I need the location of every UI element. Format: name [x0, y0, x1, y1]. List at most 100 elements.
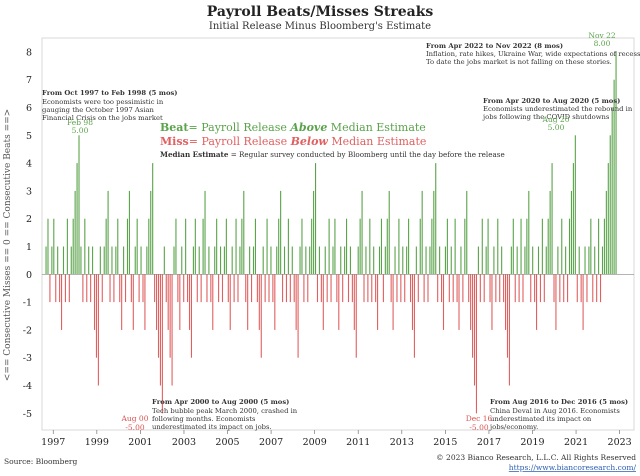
beat-bar: [202, 218, 204, 275]
miss-bar: [264, 274, 266, 303]
miss-bar: [367, 274, 369, 303]
beat-bar: [346, 218, 348, 275]
miss-bar: [411, 274, 414, 330]
beat-bar: [344, 246, 346, 275]
miss-bar: [260, 274, 262, 358]
beat-bar: [216, 218, 218, 275]
marker-aug20-value: 5.00: [548, 123, 565, 132]
beat-bar: [45, 246, 47, 275]
miss-bar: [322, 274, 324, 330]
miss-bar: [187, 274, 189, 303]
y-tick-label: 2: [26, 214, 32, 225]
annotation-1998: From Oct 1997 to Feb 1998 (5 mos) Econom…: [42, 89, 178, 135]
beat-bar: [386, 218, 388, 275]
beat-bar: [547, 218, 549, 275]
miss-bar: [522, 274, 524, 303]
beat-bar: [231, 246, 233, 275]
miss-bar: [353, 274, 355, 330]
miss-bar: [55, 274, 57, 303]
annotation-2000-line1: Tech bubble peak March 2000, crashed in: [152, 407, 298, 415]
legend-miss-word: Miss: [160, 135, 189, 148]
x-tick-label: 2001: [128, 437, 152, 448]
beat-bar: [439, 246, 441, 275]
beat-bar: [605, 190, 607, 275]
miss-bar: [330, 274, 332, 303]
miss-bar: [336, 274, 338, 303]
beat-bar: [249, 246, 251, 275]
beat-bar: [204, 190, 206, 275]
miss-bar: [109, 274, 111, 303]
miss-bar: [351, 274, 353, 303]
miss-bar: [218, 274, 220, 303]
miss-bar: [338, 274, 340, 330]
beat-bar: [359, 218, 361, 275]
beat-bar: [340, 246, 342, 275]
miss-bar: [61, 274, 63, 330]
beat-bar: [532, 246, 534, 275]
website-link[interactable]: https://www.biancoresearch.com/: [509, 463, 637, 472]
x-tick-label: 2013: [390, 437, 414, 448]
y-tick-label: 6: [26, 103, 32, 114]
miss-bar: [316, 274, 319, 303]
x-tick-label: 2023: [608, 437, 632, 448]
miss-bar: [101, 274, 103, 303]
miss-bar: [169, 274, 171, 358]
beat-bar: [402, 246, 404, 275]
beat-bar: [51, 246, 53, 275]
beat-bar: [57, 246, 59, 275]
miss-bar: [142, 274, 144, 303]
beat-bar: [565, 246, 567, 275]
legend-miss-tail: Median Estimate: [328, 135, 427, 148]
miss-bar: [508, 274, 510, 386]
beat-bar: [291, 246, 293, 275]
beat-bar: [450, 246, 452, 275]
beat-bar: [223, 246, 225, 275]
beat-bar: [406, 246, 408, 275]
beat-bar: [78, 135, 80, 275]
x-tick-label: 2019: [520, 437, 544, 448]
legend-beat-word: Beat: [160, 121, 189, 134]
beat-bar: [421, 190, 423, 275]
beat-bar: [117, 218, 119, 275]
miss-bar: [113, 274, 115, 303]
beat-bar: [487, 218, 489, 275]
miss-bar: [534, 274, 536, 303]
miss-bar: [462, 274, 464, 303]
annotation-2016-line3: jobs/economy.: [489, 423, 538, 431]
beat-bar: [140, 246, 142, 275]
annotation-2020-title: From Apr 2020 to Aug 2020 (5 mos): [483, 97, 620, 105]
beat-bar: [574, 135, 576, 275]
y-tick-label: 5: [26, 131, 32, 142]
miss-bar: [144, 274, 146, 330]
beat-bar: [66, 218, 68, 275]
miss-bar: [452, 274, 454, 303]
beat-bar: [568, 218, 571, 275]
miss-bar: [472, 274, 474, 358]
copyright-note: © 2023 Bianco Research, L.L.C. All Right…: [436, 453, 636, 462]
marker-nov22-date: Nov 22: [588, 31, 615, 40]
y-axis-label: <== Consecutive Misses == 0 == Consecuti…: [3, 109, 13, 381]
beat-bar: [194, 218, 196, 275]
annotation-2000-title: From Apr 2000 to Aug 2000 (5 mos): [152, 398, 289, 406]
miss-bar: [245, 274, 247, 303]
beat-bar: [425, 246, 427, 275]
miss-bar: [132, 274, 134, 330]
miss-bar: [586, 274, 588, 303]
beat-bar: [520, 218, 522, 275]
miss-bar: [97, 274, 99, 386]
miss-bar: [495, 274, 497, 303]
chart-title: Payroll Beats/Misses Streaks: [207, 4, 434, 20]
miss-bar: [188, 274, 191, 330]
miss-bar: [582, 274, 584, 330]
beat-bar: [365, 246, 367, 275]
miss-bar: [437, 274, 439, 303]
beat-bar: [239, 246, 241, 275]
legend-median: Median Estimate = Regular survey conduct…: [160, 150, 505, 159]
beat-bar: [497, 218, 499, 275]
beat-bar: [99, 246, 101, 275]
miss-bar: [371, 274, 373, 303]
miss-bar: [347, 274, 350, 303]
beat-bar: [276, 246, 278, 275]
beat-bar: [388, 190, 390, 275]
beat-bar: [111, 246, 113, 275]
